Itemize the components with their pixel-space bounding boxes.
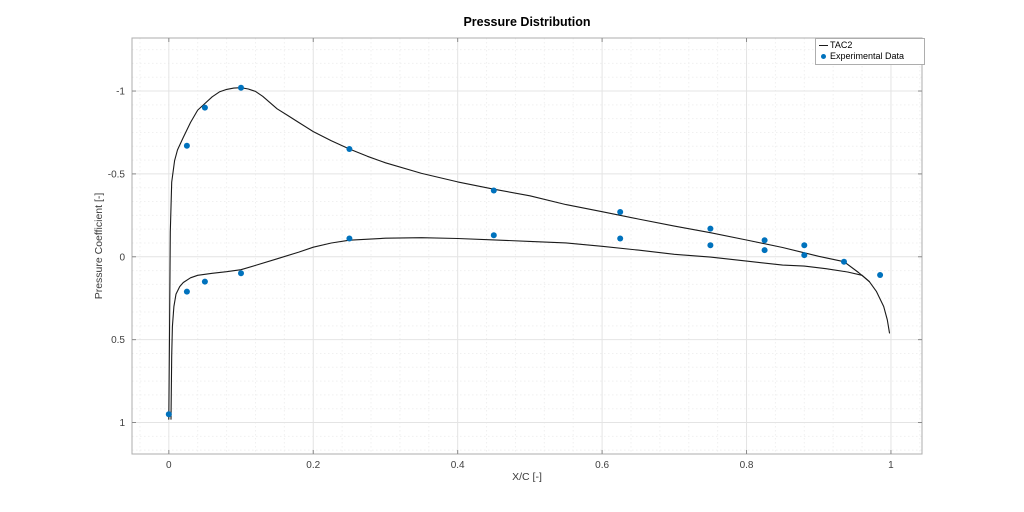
chart-title: Pressure Distribution [463,15,591,29]
legend-label-experimental: Experimental Data [830,51,905,61]
line-swatch [819,45,828,46]
data-point [801,252,808,259]
data-point [238,84,244,91]
data-point [761,247,768,254]
x-tick-label: 1 [888,460,894,471]
data-point [801,242,808,249]
legend[interactable]: TAC2 Experimental Data [815,38,925,65]
x-tick-label: 0.8 [740,460,754,471]
data-point [490,232,497,239]
series-line-upper_surface [168,87,891,420]
x-tick-label: 0.2 [306,460,320,471]
x-tick-label: 0 [166,460,172,471]
marker-swatch [821,54,826,59]
x-axis-label: X/C [-] [512,471,542,483]
data-point [761,237,768,244]
data-point [183,288,190,295]
series-line-lower_surface [170,237,870,420]
data-point [346,235,353,242]
y-tick-label: 1 [119,418,125,429]
data-point [490,187,497,194]
data-point [183,142,190,149]
legend-label-tac2: TAC2 [830,40,853,50]
data-point [201,278,208,285]
legend-item-tac2[interactable]: TAC2 [819,40,921,51]
data-point [617,235,624,242]
y-tick-label: -1 [116,87,125,98]
legend-item-experimental[interactable]: Experimental Data [819,51,921,62]
axes-box [131,37,923,455]
data-point [165,411,172,418]
data-point [841,258,847,265]
y-tick-label: -0.5 [108,169,126,180]
data-point [201,104,208,111]
y-tick-label: 0 [119,252,125,263]
data-point [707,242,714,249]
x-tick-label: 0.4 [451,460,465,471]
x-tick-label: 0.6 [595,460,609,471]
data-point [238,270,244,277]
data-point [707,225,714,232]
data-point [617,209,624,215]
data-point [877,272,884,278]
data-point [346,146,353,152]
y-axis-label: Pressure Coefficient [-] [93,192,105,300]
y-tick-label: 0.5 [111,335,125,346]
